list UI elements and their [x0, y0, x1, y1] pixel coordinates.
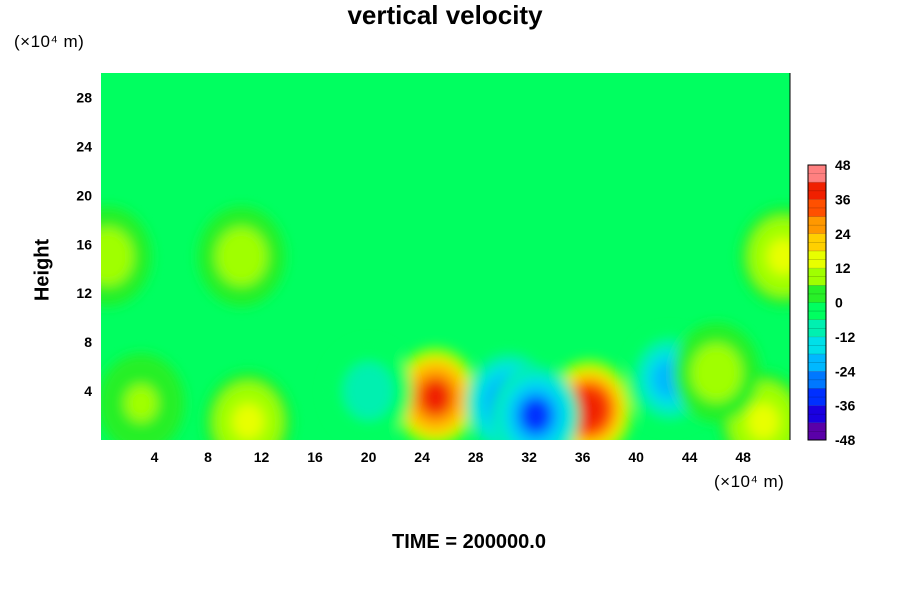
colorbar-swatch — [808, 216, 826, 234]
colorbar-tick-label: -24 — [835, 363, 855, 379]
velocity-cell-11 — [673, 323, 760, 423]
colorbar-swatch — [808, 165, 826, 183]
colorbar-swatch — [808, 336, 826, 355]
x-axis-unit: (×10⁴ m) — [714, 472, 785, 491]
colorbar-tick-label: 24 — [835, 226, 851, 242]
colorbar-swatch — [808, 405, 826, 423]
colorbar-swatch — [808, 319, 826, 337]
x-tick-label: 40 — [628, 449, 644, 465]
x-tick-label: 12 — [254, 449, 270, 465]
x-tick-label: 44 — [682, 449, 698, 465]
y-tick-label: 28 — [76, 89, 92, 105]
time-label: TIME = 200000.0 — [392, 531, 546, 553]
y-tick-label: 20 — [76, 187, 92, 203]
colorbar-swatch — [808, 354, 826, 372]
colorbar-swatch — [808, 250, 826, 269]
colorbar-swatch — [808, 388, 826, 406]
colorbar-swatch — [808, 371, 826, 389]
colorbar-tick-label: 48 — [835, 157, 851, 173]
velocity-cell-8 — [101, 206, 152, 307]
colorbar-swatch — [808, 302, 826, 320]
colorbar: 48 36 24 12 0 -12 -24 -36 -48 — [807, 157, 855, 448]
velocity-cell-5 — [204, 372, 292, 440]
x-tick-label: 36 — [575, 449, 591, 465]
velocity-cell-12 — [101, 353, 185, 440]
y-tick-label: 24 — [76, 138, 92, 154]
x-tick-label: 48 — [735, 449, 751, 465]
colorbar-swatch — [808, 199, 826, 217]
velocity-cell-3 — [492, 366, 580, 440]
chart-title: vertical velocity — [347, 0, 543, 30]
x-tick-label: 16 — [307, 449, 323, 465]
velocity-cell-7 — [739, 206, 790, 307]
colorbar-swatch — [808, 268, 826, 286]
colorbar-tick-label: 36 — [835, 191, 851, 207]
x-tick-label: 4 — [151, 449, 159, 465]
x-tick-label: 28 — [468, 449, 484, 465]
colorbar-tick-label: 0 — [835, 295, 843, 311]
colorbar-swatch — [808, 422, 826, 440]
velocity-cell-10 — [325, 341, 412, 440]
colorbar-tick-label: 12 — [835, 260, 851, 276]
x-tick-label: 8 — [204, 449, 212, 465]
colorbar-swatch — [808, 285, 826, 303]
plot-area — [101, 73, 790, 440]
y-tick-label: 8 — [84, 334, 92, 350]
y-tick-label: 16 — [76, 236, 92, 252]
colorbar-tick-label: -12 — [835, 329, 855, 345]
velocity-cell-9 — [198, 206, 285, 307]
colorbar-swatch — [808, 182, 826, 200]
x-tick-label: 32 — [521, 449, 537, 465]
velocity-cell-0 — [392, 347, 479, 440]
colorbar-tick-label: -36 — [835, 398, 855, 414]
x-tick-label: 24 — [414, 449, 430, 465]
x-tick-label: 20 — [361, 449, 377, 465]
colorbar-tick-label: -48 — [835, 432, 855, 448]
y-tick-label: 4 — [84, 383, 92, 399]
y-axis-unit: (×10⁴ m) — [14, 32, 85, 51]
velocity-cell-6 — [719, 372, 790, 440]
colorbar-swatch — [808, 233, 826, 251]
y-tick-label: 12 — [76, 285, 92, 301]
